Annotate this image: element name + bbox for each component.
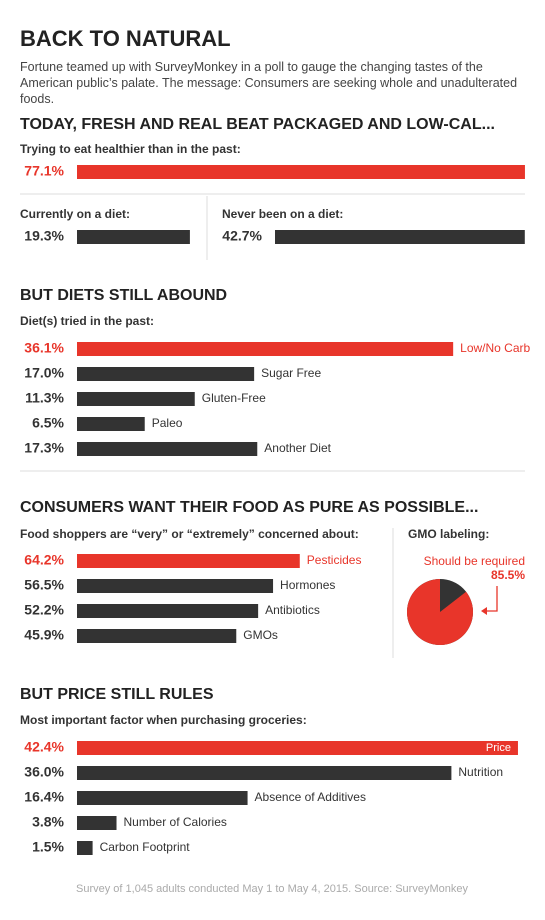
pointer [484, 586, 498, 612]
value-label: 17.0% [24, 365, 64, 381]
value-label: 52.2% [24, 602, 64, 618]
value-label: 42.4% [24, 739, 64, 755]
category-label: Absence of Additives [255, 790, 366, 804]
bar [275, 230, 525, 244]
value-label: 19.3% [24, 228, 64, 244]
bar [77, 367, 255, 381]
category-label: Price [486, 742, 511, 754]
category-label: Carbon Footprint [100, 840, 191, 854]
value-label: 11.3% [25, 390, 64, 406]
section-heading: BUT DIETS STILL ABOUND [20, 287, 227, 304]
category-label: Another Diet [264, 441, 331, 455]
bar [77, 554, 300, 568]
category-label: Nutrition [458, 765, 503, 779]
category-label: Gluten-Free [202, 391, 266, 405]
category-label: Number of Calories [124, 815, 227, 829]
title: BACK TO NATURAL [20, 26, 231, 51]
chart-subtitle: Never been on a diet: [222, 207, 343, 221]
category-label: Hormones [280, 578, 335, 592]
bar [77, 741, 518, 755]
bar [77, 629, 237, 643]
value-label: 17.3% [24, 440, 64, 456]
chart-subtitle: Trying to eat healthier than in the past… [20, 142, 241, 156]
category-label: Sugar Free [261, 366, 321, 380]
value-label: 64.2% [24, 552, 64, 568]
bar [77, 604, 259, 618]
chart-subtitle: Diet(s) tried in the past: [20, 314, 154, 328]
category-label: Antibiotics [265, 603, 320, 617]
bar [77, 165, 525, 179]
bar [77, 791, 248, 805]
bar [77, 841, 93, 855]
category-label: GMOs [243, 628, 278, 642]
value-label: 16.4% [24, 789, 64, 805]
pointer-head [481, 607, 487, 615]
section-heading: TODAY, FRESH AND REAL BEAT PACKAGED AND … [20, 116, 495, 133]
category-label: Low/No Carb [460, 341, 530, 355]
section-heading: CONSUMERS WANT THEIR FOOD AS PURE AS POS… [20, 499, 478, 516]
value-label: 6.5% [32, 415, 64, 431]
bar [77, 342, 454, 356]
value-label: 56.5% [24, 577, 64, 593]
section-heading: BUT PRICE STILL RULES [20, 686, 214, 703]
bar [77, 230, 190, 244]
value-label: 3.8% [32, 814, 64, 830]
chart-subtitle: GMO labeling: [408, 527, 489, 541]
footer: Survey of 1,045 adults conducted May 1 t… [76, 883, 468, 895]
pie-slice [407, 579, 474, 646]
intro: Fortune teamed up with SurveyMonkey in a… [20, 60, 518, 106]
chart-subtitle: Currently on a diet: [20, 207, 130, 221]
value-label: 45.9% [24, 627, 64, 643]
slice-value: 85.5% [491, 568, 525, 582]
category-label: Pesticides [307, 553, 362, 567]
category-label: Paleo [152, 416, 183, 430]
bar [77, 816, 117, 830]
value-label: 77.1% [24, 163, 64, 179]
bar [77, 442, 258, 456]
bar [77, 579, 274, 593]
value-label: 36.0% [24, 764, 64, 780]
bar [77, 766, 452, 780]
bar [77, 417, 145, 431]
value-label: 42.7% [222, 228, 262, 244]
value-label: 36.1% [24, 340, 64, 356]
bar [77, 392, 195, 406]
value-label: 1.5% [32, 839, 64, 855]
chart-subtitle: Most important factor when purchasing gr… [20, 713, 307, 727]
slice-label: Should be required [424, 554, 525, 568]
chart-subtitle: Food shoppers are “very” or “extremely” … [20, 527, 359, 541]
